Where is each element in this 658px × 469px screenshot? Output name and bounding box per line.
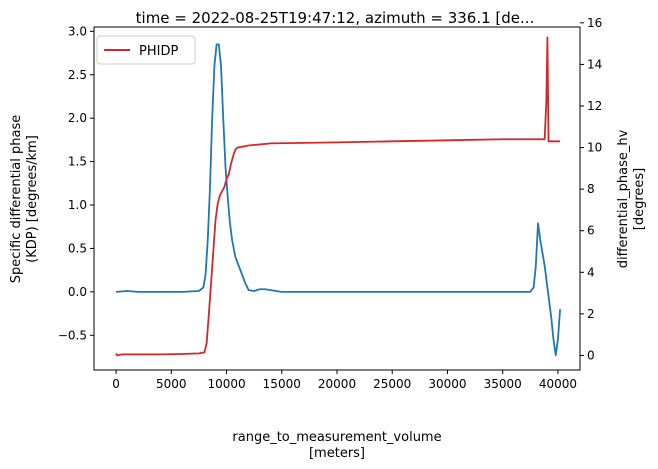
y-right-tick-label: 12 [587,99,602,113]
chart-title: time = 2022-08-25T19:47:12, azimuth = 33… [136,9,535,27]
y-right-tick-label: 6 [587,224,595,238]
y-left-tick-label: 2.0 [68,111,87,125]
y-right-axis-label-2: [degrees] [632,168,647,230]
x-axis-units: [meters] [309,446,365,461]
x-tick-label: 15000 [263,377,301,391]
x-tick-label: 0 [112,377,120,391]
y-left-axis-ticks: −0.5 0.0 0.5 1.0 1.5 2.0 2.5 3.0 [58,24,94,342]
x-tick-label: 40000 [539,377,577,391]
x-axis-ticks: 0 5000 10000 15000 20000 25000 30000 35000 40000 [112,370,577,391]
x-tick-label: 20000 [318,377,356,391]
y-left-axis-label-2: (KDP) [degrees/km] [25,135,40,263]
x-tick-label: 25000 [373,377,411,391]
plot-frame [93,26,581,371]
series-line-kdp [116,43,562,357]
x-tick-label: 35000 [484,377,522,391]
y-right-tick-label: 14 [587,57,602,71]
y-left-tick-label: 0.5 [68,241,87,255]
series-line-phidp [115,36,561,357]
y-right-tick-label: 10 [587,141,602,155]
y-right-tick-label: 8 [587,182,595,196]
y-left-tick-label: 1.0 [68,198,87,212]
x-tick-label: 10000 [207,377,245,391]
y-right-tick-label: 4 [587,265,595,279]
y-left-tick-label: 2.5 [68,68,87,82]
y-right-axis-label: differential_phase_hv [616,129,631,268]
plot-area [93,26,581,371]
y-left-axis-label: Specific differential phase [9,115,24,284]
x-tick-label: 30000 [428,377,466,391]
series-layer [115,36,562,357]
y-right-tick-label: 0 [587,348,595,362]
y-right-tick-label: 16 [587,16,602,30]
y-left-tick-label: −0.5 [58,328,87,342]
legend-box [96,35,196,65]
x-tick-label: 5000 [156,377,187,391]
y-left-tick-label: 0.0 [68,285,87,299]
x-axis-label: range_to_measurement_volume [232,430,441,445]
y-left-tick-label: 1.5 [68,155,87,169]
legend: PHIDP [96,35,196,65]
y-right-tick-label: 2 [587,307,595,321]
y-right-axis-ticks: 0 2 4 6 8 10 12 14 16 [580,16,602,362]
y-left-tick-label: 3.0 [68,24,87,38]
legend-label-phidp: PHIDP [139,44,178,59]
